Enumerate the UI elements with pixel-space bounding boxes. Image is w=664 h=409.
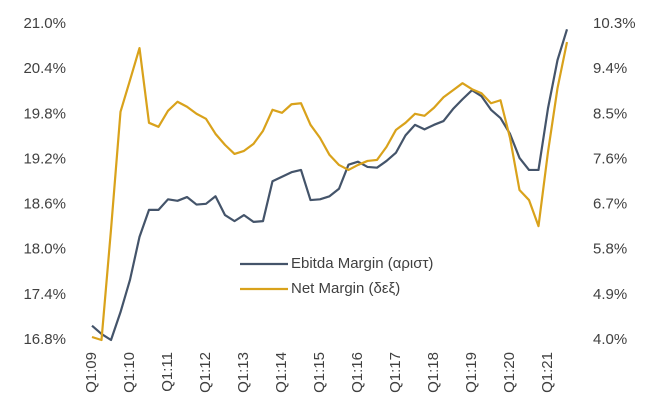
y2-tick-label: 4.0% [593, 331, 627, 348]
legend-label: Ebitda Margin (αριστ) [291, 255, 433, 272]
y2-tick-label: 6.7% [593, 196, 627, 213]
y-tick-label: 19.8% [23, 105, 66, 122]
x-tick-label: Q1:14 [273, 352, 290, 393]
y-tick-label: 20.4% [23, 60, 66, 77]
y-tick-label: 18.0% [23, 241, 66, 258]
x-tick-label: Q1:13 [235, 352, 252, 393]
series-line [91, 28, 569, 342]
y2-tick-label: 8.5% [593, 105, 627, 122]
y2-tick-label: 10.3% [593, 15, 636, 32]
y-tick-label: 16.8% [23, 331, 66, 348]
x-tick-label: Q1:17 [387, 352, 404, 393]
x-tick-label: Q1:15 [311, 352, 328, 393]
y2-tick-label: 4.9% [593, 286, 627, 303]
x-tick-label: Q1:19 [463, 352, 480, 393]
series-line [91, 41, 569, 342]
x-tick-label: Q1:12 [197, 352, 214, 393]
x-tick-label: Q1:09 [83, 352, 100, 393]
y-tick-label: 21.0% [23, 15, 66, 32]
y-tick-label: 18.6% [23, 196, 66, 213]
x-tick-label: Q1:18 [425, 352, 442, 393]
y2-tick-label: 5.8% [593, 241, 627, 258]
x-tick-label: Q1:21 [539, 352, 556, 393]
x-tick-label: Q1:20 [501, 352, 518, 393]
x-tick-label: Q1:16 [349, 352, 366, 393]
y2-tick-label: 9.4% [593, 60, 627, 77]
x-tick-label: Q1:10 [121, 352, 138, 393]
legend-label: Net Margin (δεξ) [291, 280, 400, 297]
y-tick-label: 17.4% [23, 286, 66, 303]
y-tick-label: 19.2% [23, 150, 66, 167]
y2-tick-label: 7.6% [593, 150, 627, 167]
x-tick-label: Q1:11 [159, 352, 176, 392]
